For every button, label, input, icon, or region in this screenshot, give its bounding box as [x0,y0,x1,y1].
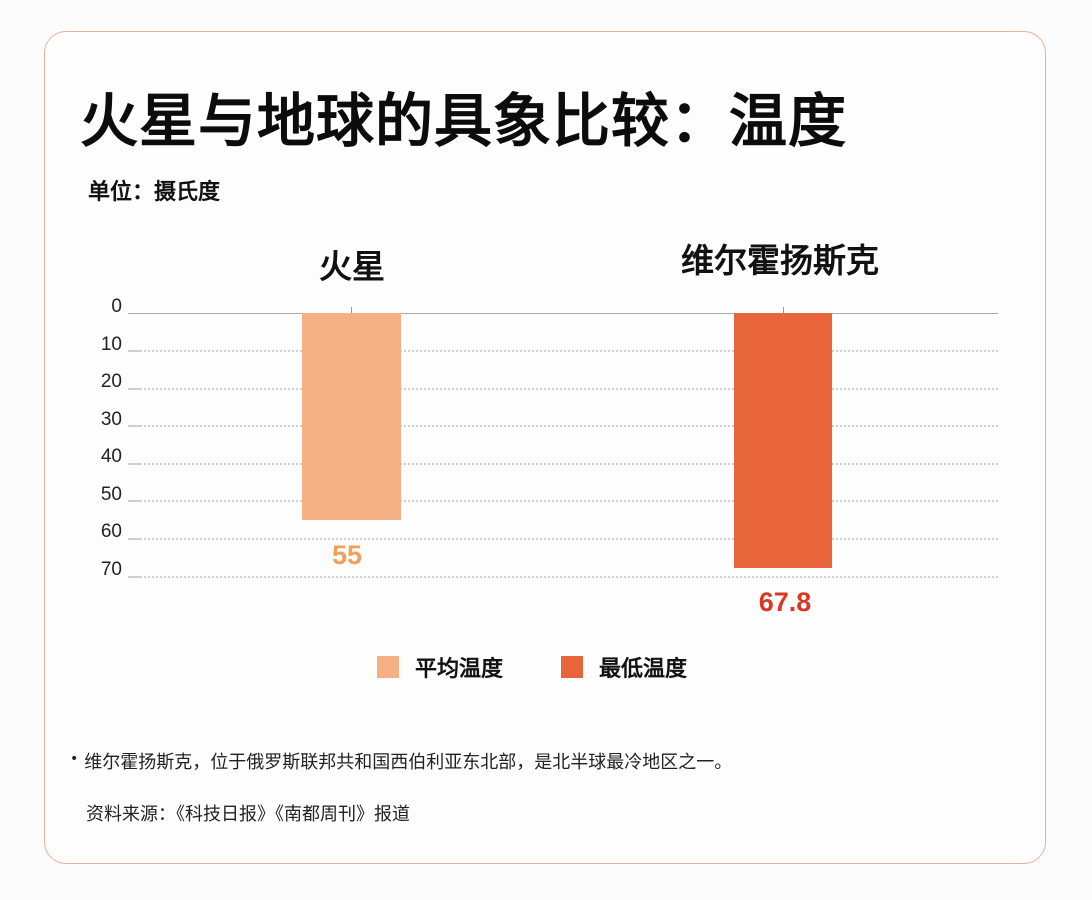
gridline [128,388,998,390]
gridline [128,463,998,465]
zero-axis-line [128,313,998,314]
bar-mars-average [302,313,401,520]
legend-swatch-minimum [561,656,584,678]
y-tick-30: 30 [100,409,122,430]
bullet-icon: • [70,751,79,767]
gridline [128,425,998,427]
legend-swatch-average [377,656,399,678]
y-tick-0: 0 [111,296,122,317]
category-label-mars: 火星 [319,247,385,286]
unit-label: 单位：摄氏度 [88,179,221,205]
legend-label-minimum: 最低温度 [599,656,688,682]
chart-title: 火星与地球的具象比较：温度 [80,87,848,155]
y-tick-40: 40 [100,446,122,467]
legend-label-average: 平均温度 [415,656,504,682]
category-tick [351,307,352,313]
y-tick-10: 10 [100,334,122,355]
legend-item-average: 平均温度 [377,651,503,683]
legend: 平均温度 最低温度 [377,651,745,683]
category-tick [783,307,784,313]
gridline [128,500,998,502]
source-note: 资料来源：《科技日报》《南都周刊》报道 [86,804,410,825]
legend-item-minimum: 最低温度 [561,651,687,683]
footnote-text: 维尔霍扬斯克，位于俄罗斯联邦共和国西伯利亚东北部，是北半球最冷地区之一。 [84,752,733,773]
value-label-verkhoyansk: 67.8 [758,587,812,617]
y-tick-20: 20 [100,371,122,392]
y-tick-60: 60 [100,521,122,542]
y-tick-70: 70 [100,559,122,580]
gridline [128,350,998,352]
bar-verkhoyansk-minimum [734,313,832,568]
category-label-verkhoyansk: 维尔霍扬斯克 [681,241,879,280]
chart-card [44,31,1046,864]
value-label-mars: 55 [331,540,363,570]
gridline [128,538,998,540]
gridline [128,576,998,578]
y-tick-50: 50 [100,484,122,505]
footnote: • 维尔霍扬斯克，位于俄罗斯联邦共和国西伯利亚东北部，是北半球最冷地区之一。 [70,748,732,774]
